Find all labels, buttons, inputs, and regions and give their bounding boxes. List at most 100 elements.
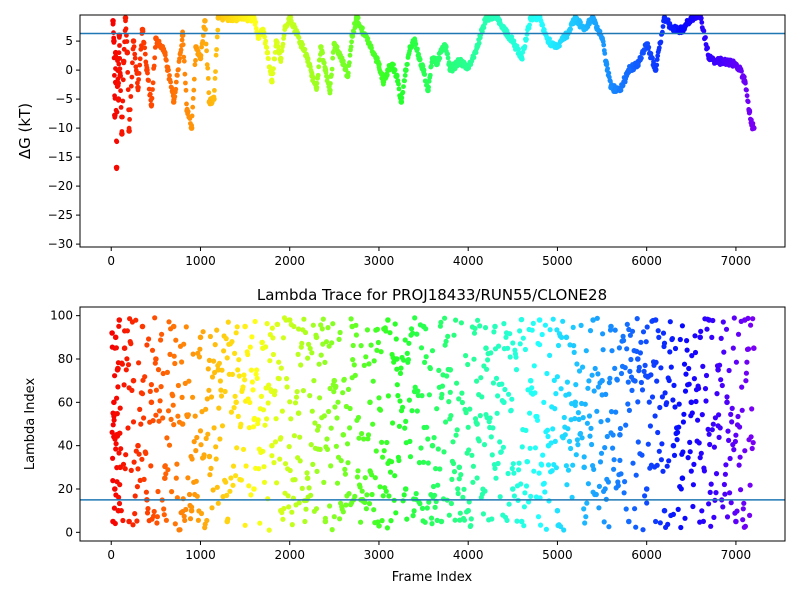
scatter-fill-point — [684, 338, 690, 344]
scatter-fill-point — [506, 391, 512, 397]
scatter-fill-point — [371, 358, 377, 364]
scatter-fill-point — [278, 365, 284, 371]
scatter-fill-point — [272, 439, 279, 445]
scatter-data-point — [197, 55, 204, 62]
scatter-fill-point — [630, 460, 636, 466]
scatter-data-point — [188, 125, 195, 131]
scatter-fill-point — [400, 404, 406, 410]
scatter-data-point — [536, 15, 543, 21]
scatter-fill-point — [650, 55, 655, 61]
scatter-fill-point — [197, 428, 204, 434]
scatter-fill-point — [187, 516, 194, 522]
scatter-fill-point — [647, 423, 654, 429]
scatter-fill-point — [600, 331, 606, 337]
scatter-fill-point — [431, 435, 437, 441]
scatter-fill-point — [400, 498, 406, 504]
scatter-fill-point — [148, 382, 154, 388]
scatter-data-point — [724, 58, 730, 65]
scatter-fill-point — [600, 347, 606, 353]
scatter-fill-point — [190, 104, 196, 110]
scatter-fill-point — [352, 372, 358, 378]
scatter-fill-point — [392, 321, 398, 327]
scatter-fill-point — [597, 28, 603, 34]
scatter-fill-point — [691, 461, 697, 467]
scatter-fill-point — [680, 419, 687, 425]
scatter-fill-point — [264, 416, 270, 422]
scatter-data-point — [733, 518, 739, 525]
scatter-fill-point — [608, 409, 615, 415]
scatter-fill-point — [742, 448, 748, 454]
scatter-fill-point — [593, 491, 599, 498]
scatter-fill-point — [179, 394, 185, 400]
scatter-data-point — [109, 330, 115, 336]
scatter-fill-point — [372, 475, 378, 481]
scatter-fill-point — [571, 343, 577, 349]
scatter-fill-point — [418, 345, 425, 351]
scatter-fill-point — [191, 87, 197, 93]
scatter-fill-point — [729, 419, 735, 425]
scatter-fill-point — [115, 384, 121, 390]
scatter-fill-point — [167, 73, 172, 78]
scatter-fill-point — [403, 418, 409, 424]
scatter-fill-point — [305, 355, 311, 361]
scatter-fill-point — [306, 485, 312, 491]
scatter-fill-point — [384, 72, 390, 78]
scatter-fill-point — [297, 458, 303, 464]
scatter-fill-point — [300, 42, 306, 47]
scatter-fill-point — [343, 502, 349, 508]
x-tick-label: 3000 — [364, 548, 395, 562]
scatter-data-point — [737, 67, 744, 73]
scatter-fill-point — [243, 463, 249, 469]
scatter-fill-point — [354, 474, 360, 480]
scatter-fill-point — [538, 522, 544, 528]
scatter-fill-point — [347, 60, 352, 66]
scatter-data-point — [434, 61, 440, 68]
scatter-fill-point — [679, 323, 686, 329]
scatter-fill-point — [353, 332, 359, 338]
scatter-fill-point — [193, 58, 198, 63]
scatter-data-point — [563, 334, 570, 341]
scatter-fill-point — [165, 467, 171, 473]
scatter-data-point — [398, 99, 405, 105]
scatter-fill-point — [528, 493, 534, 499]
scatter-fill-point — [653, 359, 659, 365]
scatter-fill-point — [655, 328, 661, 334]
scatter-data-point — [117, 464, 123, 471]
scatter-fill-point — [682, 515, 688, 521]
scatter-fill-point — [696, 385, 702, 391]
scatter-fill-point — [357, 484, 363, 490]
scatter-fill-point — [153, 412, 159, 418]
scatter-fill-point — [640, 329, 647, 335]
scatter-fill-point — [611, 466, 617, 472]
scatter-fill-point — [489, 516, 495, 522]
scatter-fill-point — [471, 55, 477, 60]
scatter-fill-point — [714, 391, 720, 397]
scatter-fill-point — [445, 333, 451, 339]
scatter-fill-point — [308, 442, 314, 448]
scatter-fill-point — [275, 44, 281, 49]
scatter-fill-point — [312, 420, 318, 426]
scatter-fill-point — [133, 317, 139, 323]
scatter-fill-point — [434, 406, 440, 412]
scatter-fill-point — [580, 415, 586, 421]
scatter-fill-point — [545, 462, 552, 468]
scatter-fill-point — [457, 510, 463, 516]
scatter-fill-point — [173, 79, 179, 85]
scatter-fill-point — [250, 387, 256, 393]
scatter-fill-point — [402, 337, 408, 343]
scatter-fill-point — [253, 371, 259, 377]
scatter-fill-point — [703, 35, 708, 40]
scatter-data-point — [652, 67, 659, 73]
scatter-fill-point — [716, 412, 722, 418]
scatter-fill-point — [234, 445, 240, 451]
scatter-fill-point — [215, 500, 221, 506]
scatter-fill-point — [407, 438, 413, 444]
scatter-fill-point — [510, 340, 516, 346]
scatter-fill-point — [319, 326, 325, 332]
x-tick-label: 3000 — [364, 254, 395, 268]
scatter-fill-point — [425, 460, 431, 466]
x-tick-label: 4000 — [453, 548, 484, 562]
scatter-fill-point — [120, 114, 125, 120]
scatter-data-point — [590, 15, 596, 21]
scatter-fill-point — [133, 64, 139, 70]
